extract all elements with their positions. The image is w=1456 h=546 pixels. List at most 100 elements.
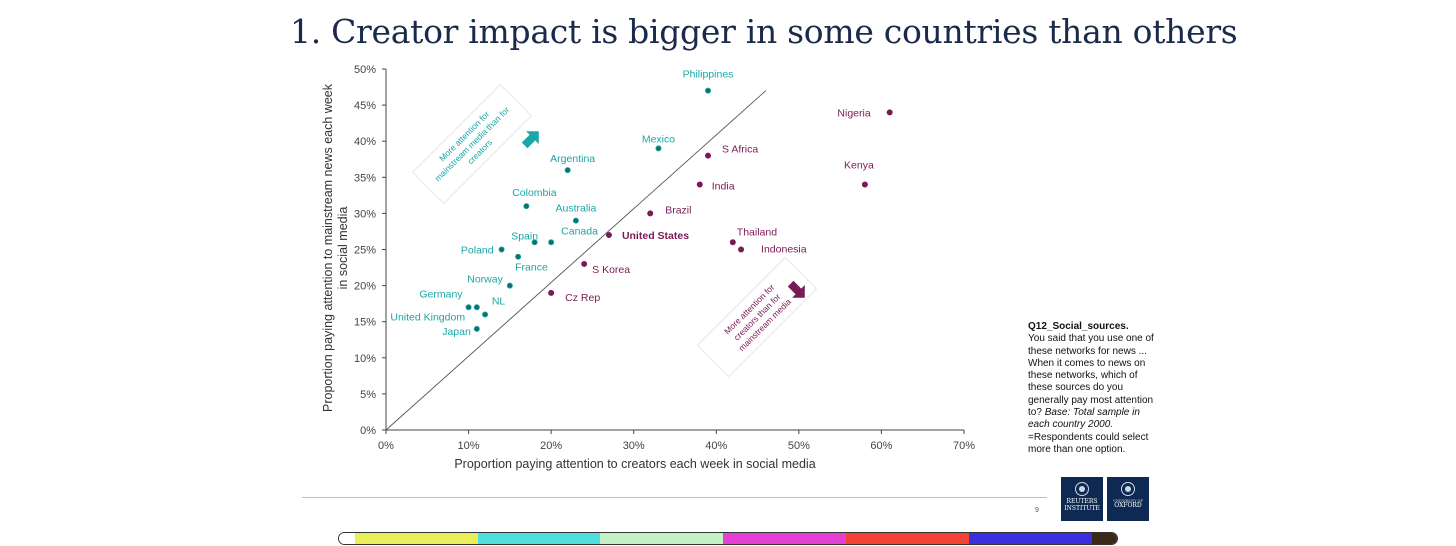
data-point-philippines (705, 87, 712, 94)
slide-title: 1. Creator impact is bigger in some coun… (290, 12, 1238, 51)
logo-text-reuters: REUTERS (1066, 498, 1098, 505)
y-tick-label: 50% (354, 64, 376, 76)
logo-text-oxford: OXFORD (1114, 502, 1142, 509)
y-tick-label: 10% (354, 353, 376, 365)
data-label-argentina: Argentina (550, 153, 595, 165)
data-label-united-kingdom: United Kingdom (390, 311, 465, 323)
data-label-india: India (712, 181, 735, 193)
data-point-nl (473, 304, 480, 311)
arrow-shape (521, 131, 539, 149)
y-tick-label: 5% (360, 389, 376, 401)
note-base: Base: Total sample in each country 2000. (1028, 407, 1140, 431)
data-label-thailand: Thailand (737, 226, 777, 238)
arrow-shape (787, 280, 805, 298)
color-bar-segment (355, 533, 478, 544)
data-point-germany (465, 304, 472, 311)
data-point-spain (531, 239, 538, 246)
data-point-australia (572, 217, 579, 224)
x-tick-label: 30% (623, 440, 645, 452)
data-label-australia: Australia (555, 203, 596, 215)
x-tick-label: 70% (953, 440, 975, 452)
y-tick-label: 45% (354, 100, 376, 112)
color-bar-segment (1092, 533, 1117, 544)
note-body: You said that you use one of these netwo… (1028, 333, 1154, 419)
color-bar-segment (478, 533, 600, 544)
color-bar-segment (339, 533, 355, 544)
data-point-united-kingdom (482, 311, 489, 318)
y-tick-label: 30% (354, 208, 376, 220)
data-point-argentina (564, 167, 571, 174)
reuters-institute-logo: REUTERS INSTITUTE (1061, 477, 1103, 521)
data-point-norway (506, 282, 513, 289)
data-label-kenya: Kenya (844, 160, 874, 172)
data-point-mexico (655, 145, 662, 152)
annotation-box-frame (411, 83, 533, 205)
y-tick-label: 35% (354, 172, 376, 184)
data-label-norway: Norway (467, 274, 503, 286)
data-point-colombia (523, 203, 530, 210)
color-bar-segment (846, 533, 969, 544)
annotation-box-frame (696, 256, 818, 378)
color-bar-segment (723, 533, 846, 544)
x-axis-label: Proportion paying attention to creators … (454, 457, 815, 471)
logo-text-institute: INSTITUTE (1064, 504, 1100, 512)
data-point-united-states (605, 232, 612, 239)
color-bar-segment (969, 533, 1092, 544)
x-tick-label: 50% (788, 440, 810, 452)
x-tick-label: 20% (540, 440, 562, 452)
page-number: 9 (1035, 507, 1039, 514)
data-label-s-korea: S Korea (592, 264, 630, 276)
arrow-down-right-icon (787, 280, 805, 298)
data-label-brazil: Brazil (665, 204, 691, 216)
y-tick-label: 0% (360, 425, 376, 437)
logo-text-university-of: UNIVERSITY OF (1113, 499, 1143, 503)
data-label-united-states: United States (622, 230, 689, 242)
crest-icon (1121, 482, 1135, 496)
video-progress-color-bar (338, 532, 1118, 545)
data-point-brazil (647, 210, 654, 217)
data-point-indonesia (738, 246, 745, 253)
data-label-mexico: Mexico (642, 133, 675, 145)
data-label-nigeria: Nigeria (837, 107, 870, 119)
x-tick-label: 60% (870, 440, 892, 452)
data-point-poland (498, 246, 505, 253)
y-tick-label: 25% (354, 245, 376, 257)
oxford-university-logo: UNIVERSITY OF OXFORD (1107, 477, 1149, 521)
parity-diagonal-line (385, 90, 767, 431)
data-point-india (696, 181, 703, 188)
y-axis-label: Proportion paying attention to mainstrea… (321, 83, 350, 412)
x-tick-label: 10% (458, 440, 480, 452)
y-tick-label: 20% (354, 281, 376, 293)
data-point-nigeria (886, 109, 893, 116)
data-label-poland: Poland (461, 245, 494, 257)
arrow-up-right-icon (521, 131, 539, 149)
x-tick-label: 40% (705, 440, 727, 452)
data-label-japan: Japan (442, 326, 471, 338)
data-point-france (515, 253, 522, 260)
data-point-s-korea (581, 260, 588, 267)
data-point-japan (473, 325, 480, 332)
color-bar-segment (600, 533, 723, 544)
data-label-spain: Spain (511, 230, 538, 242)
data-point-kenya (861, 181, 868, 188)
data-label-cz-rep: Cz Rep (565, 292, 600, 304)
question-note: Q12_Social_sources. You said that you us… (1028, 321, 1154, 455)
y-tick-label: 40% (354, 136, 376, 148)
data-label-nl: NL (492, 295, 506, 307)
data-label-indonesia: Indonesia (761, 244, 807, 256)
x-tick-label: 0% (378, 440, 394, 452)
data-label-germany: Germany (419, 288, 463, 300)
data-point-thailand (729, 239, 736, 246)
data-label-philippines: Philippines (683, 69, 734, 81)
note-footnote: =Respondents could select more than one … (1028, 431, 1149, 455)
globe-icon (1075, 482, 1089, 496)
footer-divider (302, 497, 1047, 498)
data-point-s-africa (705, 152, 712, 159)
data-label-colombia: Colombia (512, 187, 557, 199)
data-point-canada (548, 239, 555, 246)
data-point-cz-rep (548, 289, 555, 296)
note-heading: Q12_Social_sources (1028, 321, 1126, 332)
y-tick-label: 15% (354, 317, 376, 329)
